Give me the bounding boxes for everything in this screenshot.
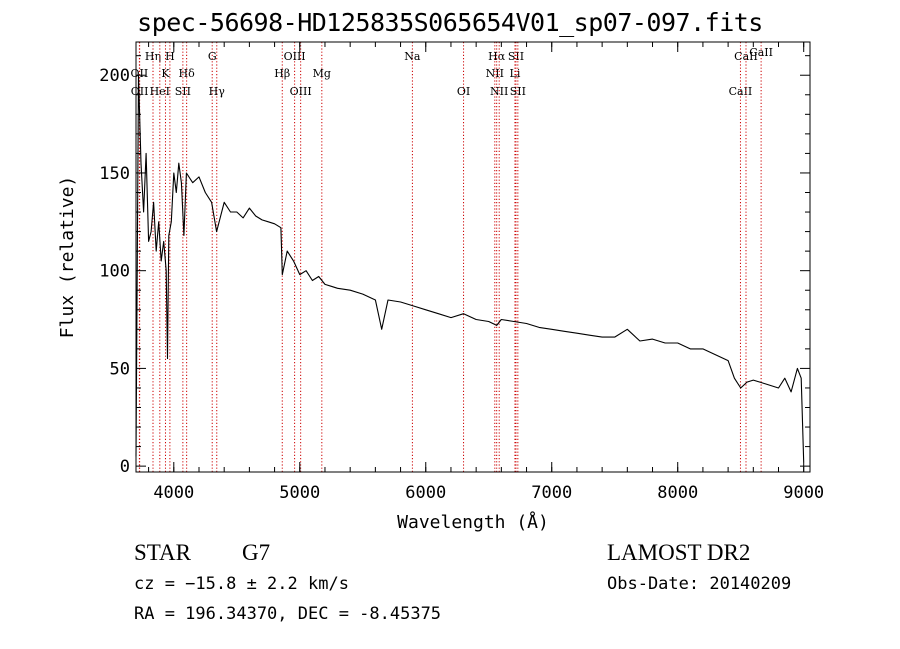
line-label-3: HeI xyxy=(150,85,170,98)
y-tick-label-2: 100 xyxy=(99,262,130,282)
line-label-24: CaII xyxy=(749,46,773,59)
line-label-2: Hη xyxy=(145,50,161,63)
line-label-21: SII xyxy=(510,85,526,98)
velocity-readout: cz = −15.8 ± 2.2 km/s xyxy=(134,574,349,594)
line-label-10: Hβ xyxy=(274,67,290,80)
plot-frame xyxy=(135,41,811,473)
x-tick-label-5: 9000 xyxy=(783,483,824,503)
x-tick-label-3: 7000 xyxy=(531,483,572,503)
line-markers: OIIOIIHηHeIKHSIIHδGHγHβOIIIOIIIMgNaOINII… xyxy=(131,42,773,472)
line-label-16: NII xyxy=(486,67,504,80)
line-label-18: NII xyxy=(490,85,508,98)
line-label-1: OII xyxy=(131,85,149,98)
line-label-12: OIII xyxy=(290,85,312,98)
coordinates: RA = 196.34370, DEC = -8.45375 xyxy=(134,604,442,624)
x-tick-label-4: 8000 xyxy=(657,483,698,503)
x-tick-label-2: 6000 xyxy=(405,483,446,503)
object-class: STAR xyxy=(134,540,191,565)
y-tick-label-3: 150 xyxy=(99,164,130,184)
plot-border xyxy=(135,41,811,473)
line-label-22: CaII xyxy=(729,85,753,98)
line-label-6: SII xyxy=(175,85,191,98)
y-tick-label-0: 0 xyxy=(120,457,130,477)
spectrum-line-0 xyxy=(135,74,805,463)
object-subclass: G7 xyxy=(242,540,271,565)
y-axis-label: Flux (relative) xyxy=(57,176,78,339)
x-axis-label: Wavelength (Å) xyxy=(397,511,549,533)
line-label-20: SII xyxy=(508,50,524,63)
survey-name: LAMOST DR2 xyxy=(607,540,751,565)
line-label-7: Hδ xyxy=(179,67,196,80)
line-label-15: OI xyxy=(457,85,470,98)
line-label-9: Hγ xyxy=(209,85,226,98)
line-label-14: Na xyxy=(404,50,421,63)
x-tick-label-1: 5000 xyxy=(279,483,320,503)
line-label-4: K xyxy=(161,67,170,80)
x-tick-label-0: 4000 xyxy=(153,483,194,503)
line-label-13: Mg xyxy=(313,67,331,80)
spectrum-series xyxy=(135,74,805,463)
line-label-5: H xyxy=(165,50,175,63)
y-tick-label-1: 50 xyxy=(110,359,130,379)
line-label-23: CaII xyxy=(734,50,758,63)
line-label-17: Hα xyxy=(488,50,506,63)
obs-date: Obs-Date: 20140209 xyxy=(607,574,792,594)
y-tick-label-4: 200 xyxy=(99,66,130,86)
line-label-19: Li xyxy=(510,67,521,80)
axis-ticks: 4000 5000 6000 7000 8000 9000 0 50 100 150 200 xyxy=(99,42,824,503)
line-label-0: OII xyxy=(131,67,149,80)
line-label-11: OIII xyxy=(284,50,306,63)
line-label-8: G xyxy=(208,50,217,63)
chart-title: spec-56698-HD125835S065654V01_sp07-097.f… xyxy=(137,8,763,37)
axis-labels: Wavelength (Å) Flux (relative) xyxy=(57,176,549,533)
